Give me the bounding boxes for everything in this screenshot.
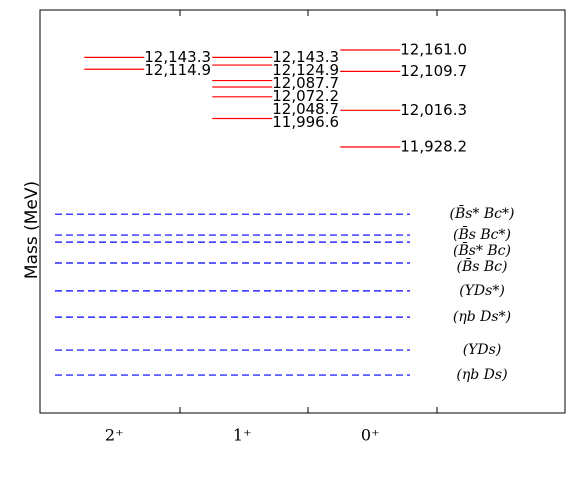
x-ticks — [179, 10, 438, 413]
level-label: 11,996.6 — [272, 113, 339, 131]
level-label: 12,072.2 — [272, 87, 339, 105]
level-label: 12,048.7 — [272, 100, 339, 118]
level-label: 12,161.0 — [400, 41, 467, 59]
level-label: 12,114.9 — [144, 61, 211, 79]
threshold-label: (ΥDs) — [463, 342, 502, 358]
threshold-label: (B̄s Bc*) — [453, 225, 511, 243]
x-tick-label: 2⁺ — [105, 426, 124, 445]
threshold-label: (B̄s* Bc*) — [450, 205, 515, 223]
threshold-label: (ΥDs*) — [459, 283, 505, 299]
plot-frame — [39, 9, 566, 414]
level-label: 11,928.2 — [400, 138, 467, 156]
level-label: 12,016.3 — [400, 101, 467, 119]
level-label: 12,143.3 — [272, 48, 339, 66]
level-label: 12,109.7 — [400, 62, 467, 80]
level-label: 12,124.9 — [272, 61, 339, 79]
level-label: 12,087.7 — [272, 74, 339, 92]
level-label: 12,143.3 — [144, 48, 211, 66]
threshold-label: (ηb Ds) — [456, 367, 507, 383]
x-tick-label: 0⁺ — [361, 426, 380, 445]
threshold-label: (B̄s* Bc) — [453, 241, 511, 259]
y-axis-label: Mass (MeV) — [22, 181, 42, 279]
threshold-label: (B̄s Bc) — [457, 257, 508, 275]
x-tick-label: 1⁺ — [233, 426, 252, 445]
threshold-label: (ηb Ds*) — [453, 309, 511, 325]
